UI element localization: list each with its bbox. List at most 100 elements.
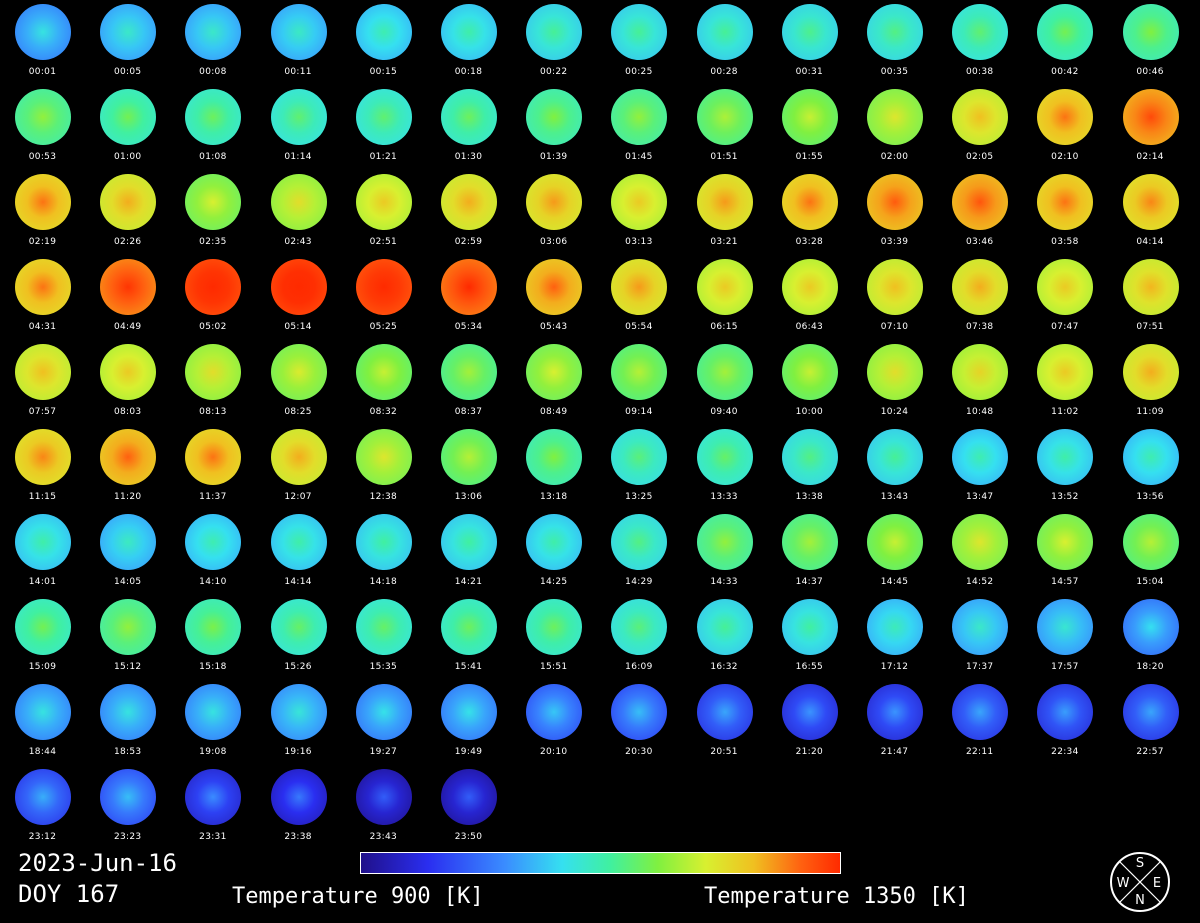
- temperature-disk: [526, 174, 583, 230]
- disk-frame: 14:29: [596, 510, 681, 595]
- disk-frame: 02:05: [937, 85, 1022, 170]
- temperature-disk: [270, 259, 327, 315]
- disk-frame: 14:33: [682, 510, 767, 595]
- disk-frame: 17:37: [937, 595, 1022, 680]
- disk-frame: 15:51: [511, 595, 596, 680]
- temperature-disk: [952, 4, 1009, 60]
- frame-time-label: 19:27: [369, 747, 398, 757]
- frame-time-label: 00:11: [284, 67, 312, 77]
- disk-frame: 14:21: [426, 510, 511, 595]
- frame-time-label: 23:23: [113, 832, 142, 842]
- frame-time-label: 16:32: [710, 662, 738, 672]
- disk-frame: 00:18: [426, 0, 511, 85]
- disk-frame: 00:05: [85, 0, 170, 85]
- frame-time-label: 15:26: [284, 662, 312, 672]
- disk-frame: 08:37: [426, 340, 511, 425]
- frame-time-label: 19:16: [284, 747, 312, 757]
- frame-time-label: 07:47: [1051, 322, 1079, 332]
- disk-frame: 06:43: [767, 255, 852, 340]
- disk-frame: 02:59: [426, 170, 511, 255]
- temperature-disk: [270, 89, 327, 145]
- frame-time-label: 18:44: [28, 747, 57, 757]
- temperature-disk: [270, 174, 327, 230]
- temperature-disk: [185, 599, 242, 655]
- disk-frame: 08:13: [170, 340, 255, 425]
- disk-frame: 13:38: [767, 425, 852, 510]
- temperature-disk: [1122, 684, 1179, 740]
- frame-time-label: 15:12: [113, 662, 142, 672]
- disk-frame: 15:09: [0, 595, 85, 680]
- disk-frame: 20:30: [596, 680, 681, 765]
- disk-frame: 15:26: [256, 595, 341, 680]
- temperature-disk: [441, 599, 497, 655]
- disk-frame: 03:58: [1022, 170, 1107, 255]
- frame-time-label: 03:58: [1051, 237, 1079, 247]
- temperature-disk: [867, 174, 923, 230]
- disk-frame: 23:38: [256, 765, 341, 850]
- frame-time-label: 15:41: [454, 662, 483, 672]
- disk-frame: 13:56: [1108, 425, 1193, 510]
- disk-frame: 02:10: [1022, 85, 1107, 170]
- temperature-disk: [781, 89, 838, 145]
- temperature-disk: [355, 599, 412, 655]
- temperature-disk: [355, 769, 412, 825]
- temperature-disk: [867, 259, 923, 315]
- temperature-disk: [696, 599, 753, 655]
- temperature-disk: [100, 174, 157, 230]
- disk-frame: 01:14: [256, 85, 341, 170]
- disk-frame: 08:25: [256, 340, 341, 425]
- temperature-disk: [611, 429, 668, 485]
- disk-frame: 14:01: [0, 510, 85, 595]
- frame-time-label: 15:04: [1136, 577, 1164, 587]
- temperature-disk: [1037, 344, 1094, 400]
- frame-time-label: 20:10: [539, 747, 568, 757]
- temperature-disk: [867, 599, 923, 655]
- temperature-disk: [611, 174, 668, 230]
- frame-time-label: 08:49: [539, 407, 568, 417]
- disk-frame: 15:04: [1108, 510, 1193, 595]
- disk-frame: 20:51: [682, 680, 767, 765]
- frame-time-label: 11:02: [1051, 407, 1079, 417]
- frame-time-label: 14:05: [113, 577, 142, 587]
- disk-frame: 00:28: [682, 0, 767, 85]
- disk-frame: 03:39: [852, 170, 937, 255]
- disk-frame: 12:38: [341, 425, 426, 510]
- temperature-disk: [441, 344, 497, 400]
- temperature-disk: [526, 599, 583, 655]
- frame-time-label: 00:25: [625, 67, 653, 77]
- disk-frame: 02:19: [0, 170, 85, 255]
- temperature-disk: [270, 599, 327, 655]
- temperature-disk: [355, 259, 412, 315]
- temperature-disk: [952, 344, 1009, 400]
- disk-frame: 07:57: [0, 340, 85, 425]
- temperature-disk: [781, 344, 838, 400]
- temperature-disk: [15, 684, 71, 740]
- disk-frame: 14:37: [767, 510, 852, 595]
- temperature-disk: [781, 259, 838, 315]
- frame-time-label: 20:30: [625, 747, 653, 757]
- temperature-disk: [270, 769, 327, 825]
- temperature-disk: [15, 599, 71, 655]
- temperature-disk: [1037, 4, 1094, 60]
- disk-frame: 23:31: [170, 765, 255, 850]
- disk-frame: 14:10: [170, 510, 255, 595]
- disk-frame: 11:09: [1108, 340, 1193, 425]
- disk-frame: 00:15: [341, 0, 426, 85]
- frame-time-label: 03:06: [539, 237, 568, 247]
- frame-time-label: 02:43: [284, 237, 312, 247]
- frame-time-label: 00:28: [710, 67, 738, 77]
- temperature-disk: [611, 89, 668, 145]
- temperature-disk: [1122, 344, 1179, 400]
- frame-time-label: 23:43: [369, 832, 398, 842]
- temperature-disk: [185, 89, 242, 145]
- frame-time-label: 21:20: [795, 747, 824, 757]
- temperature-colorbar: [360, 852, 841, 874]
- frame-time-label: 03:39: [880, 237, 909, 247]
- disk-frame: 19:16: [256, 680, 341, 765]
- frame-time-label: 02:14: [1136, 152, 1164, 162]
- temperature-disk: [185, 684, 242, 740]
- temperature-disk: [526, 4, 583, 60]
- disk-frame: 08:03: [85, 340, 170, 425]
- disk-frame: 01:00: [85, 85, 170, 170]
- frame-time-label: 00:22: [539, 67, 568, 77]
